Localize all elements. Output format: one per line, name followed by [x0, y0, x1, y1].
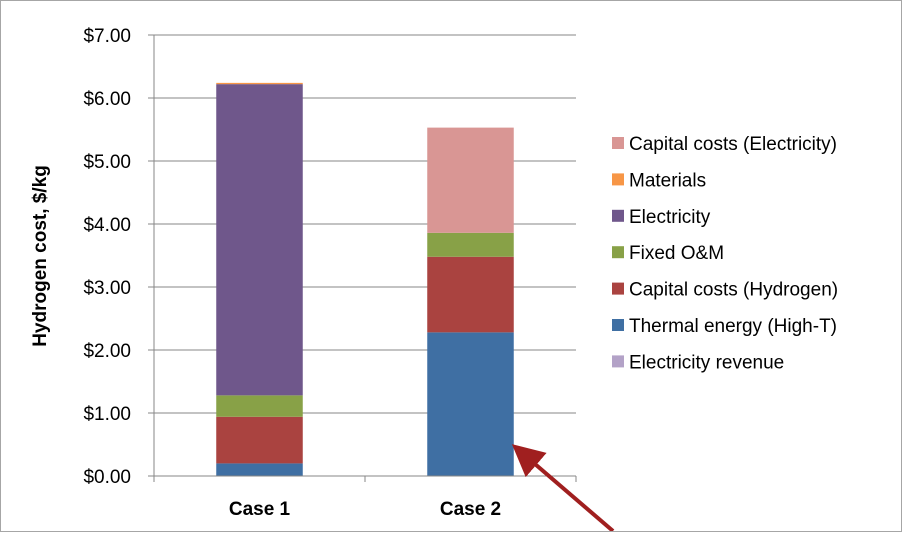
- legend-label: Capital costs (Hydrogen): [629, 280, 838, 301]
- arrow-shaft: [511, 444, 615, 533]
- x-category-label: Case 2: [440, 499, 501, 520]
- legend-swatch: [612, 355, 624, 368]
- legend-swatch: [612, 319, 624, 331]
- legend-swatch: [612, 209, 624, 222]
- legend-label: Electricity: [629, 207, 711, 228]
- y-tick-label: $3.00: [83, 278, 131, 299]
- legend-label: Thermal energy (High-T): [629, 316, 837, 337]
- bars: [216, 82, 514, 476]
- axes: [148, 34, 577, 482]
- legend-label: Electricity revenue: [629, 352, 784, 373]
- y-tick-label: $7.00: [83, 26, 131, 47]
- bar-segment: [216, 416, 303, 464]
- x-category-labels: Case 1 Case 2: [229, 499, 501, 520]
- legend: Capital costs (Electricity) Materials Elec…: [612, 134, 838, 373]
- bar-segment: [427, 232, 514, 257]
- y-tick-label: $1.00: [83, 404, 131, 425]
- legend-label: Fixed O&M: [629, 243, 724, 264]
- legend-label: Materials: [629, 170, 706, 191]
- bar-segment: [427, 332, 514, 476]
- y-tick-label: $2.00: [83, 341, 131, 362]
- bar-segment: [216, 82, 303, 85]
- legend-swatch: [612, 173, 624, 186]
- legend-swatch: [612, 282, 624, 295]
- y-tick-label: $4.00: [83, 215, 131, 236]
- y-tick-labels: $0.00 $1.00 $2.00 $3.00 $4.00 $5.00 $6.00 $7.00: [83, 26, 131, 488]
- y-axis-title: Hydrogen cost, $/kg: [30, 165, 51, 347]
- y-tick-label: $6.00: [83, 89, 131, 110]
- legend-swatch: [612, 137, 624, 149]
- bar-segment: [427, 256, 514, 333]
- x-category-label: Case 1: [229, 499, 291, 520]
- legend-swatch: [612, 246, 624, 259]
- y-tick-label: $0.00: [83, 467, 131, 488]
- legend-label: Capital costs (Electricity): [629, 134, 837, 155]
- bar-segment: [427, 127, 514, 233]
- bar-segment: [216, 395, 303, 417]
- annotation-arrow: [511, 444, 615, 533]
- bar-segment: [216, 463, 303, 476]
- y-tick-label: $5.00: [83, 152, 131, 173]
- bar-segment: [216, 84, 303, 396]
